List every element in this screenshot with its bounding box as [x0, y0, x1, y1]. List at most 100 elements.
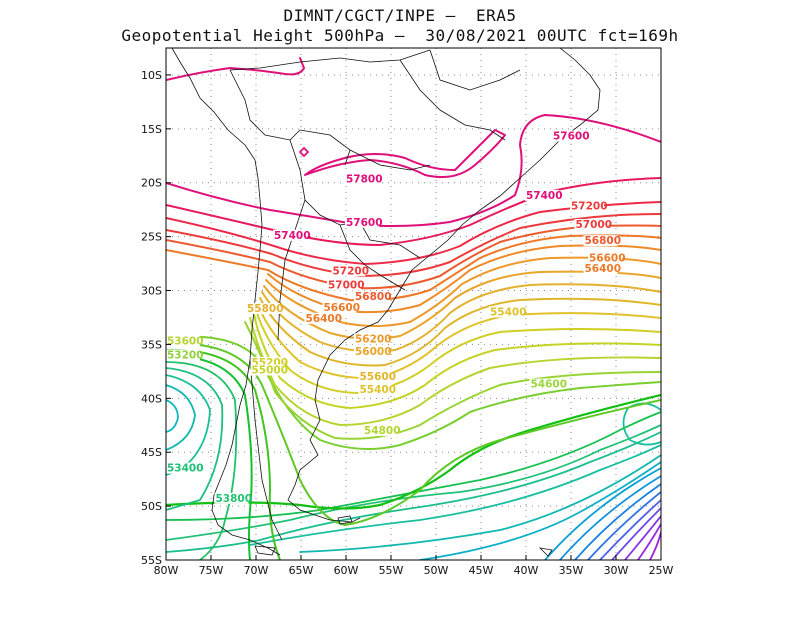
contour-label-bg [250, 364, 285, 376]
contour-low [166, 384, 196, 451]
contour-orange [166, 234, 661, 302]
border [229, 69, 351, 166]
contour-pink-small [299, 147, 309, 157]
contour-purple [624, 515, 661, 560]
contour-label: 53800 [216, 493, 253, 505]
contour-label: 56800 [585, 235, 622, 247]
contour-cyan [419, 461, 661, 560]
contour-lime [166, 342, 661, 526]
border [249, 359, 283, 541]
height-contours [166, 57, 661, 560]
lat-tick-label: 10S [141, 69, 162, 82]
contour-label-bg [358, 383, 393, 395]
contour-label-bg [354, 333, 388, 345]
island [337, 515, 353, 525]
contour-pink [166, 114, 661, 227]
island [254, 545, 276, 556]
lon-tick-label: 70W [244, 564, 269, 577]
contour-label: 56600 [324, 302, 361, 314]
island [538, 547, 553, 557]
contour-yellow [259, 297, 661, 367]
contour-pink-closed [304, 129, 506, 178]
contour-label: 57600 [346, 217, 383, 229]
contour-yellow [257, 304, 661, 380]
contour-label: 55400 [360, 384, 397, 396]
map-grid [166, 48, 661, 560]
contour-label-bg [354, 346, 388, 358]
contour-label: 56400 [585, 263, 622, 275]
contour-low-center [166, 399, 179, 433]
contour-label: 53400 [167, 463, 204, 475]
lon-tick-label: 55W [379, 564, 404, 577]
lon-tick-label: 65W [289, 564, 314, 577]
lat-tick-label: 30S [141, 285, 162, 298]
contour-label: 55600 [360, 371, 397, 383]
contour-label-bg [525, 189, 559, 201]
contour-label: 54800 [364, 425, 401, 437]
coastline-east [287, 48, 601, 523]
lon-tick-label: 40W [514, 564, 539, 577]
contour-pink [166, 177, 661, 246]
contour-label: 57400 [274, 230, 311, 242]
lon-tick-label: 60W [334, 564, 359, 577]
contour-labels: 5760057800576005740057400572005700056800… [166, 130, 626, 505]
border [349, 149, 431, 171]
title-line-1: DIMNT/CGCT/INPE – ERA5 [283, 6, 517, 25]
contour-label-bg [583, 235, 618, 247]
contour-purple [637, 523, 661, 560]
contour-low [166, 348, 281, 560]
contour-label: 55000 [252, 365, 289, 377]
contour-label-bg [166, 349, 200, 361]
contour-low [166, 374, 211, 476]
contour-label: 56000 [355, 346, 392, 358]
contour-label-bg [583, 263, 618, 275]
contour-lime [244, 321, 661, 440]
lon-tick-label: 45W [469, 564, 494, 577]
contour-label: 57600 [553, 131, 590, 143]
border [339, 224, 406, 291]
contour-label: 57200 [571, 201, 608, 213]
contour-green [166, 424, 661, 541]
contour-label: 56600 [589, 252, 626, 264]
contour-label: 53600 [167, 335, 204, 347]
contour-orange [263, 270, 661, 340]
axis-ticks: 80W 75W 70W 65W 60W 55W 50W 45W 40W 35W 30W 25W 10S 1… [141, 69, 674, 577]
lon-tick-label: 80W [154, 564, 179, 577]
contour-purple [649, 531, 661, 560]
lat-tick-label: 15S [141, 123, 162, 136]
contour-teal [249, 444, 661, 546]
contour-label-bg [363, 424, 397, 436]
contour-label-bg [489, 306, 523, 318]
contour-label-bg [250, 356, 285, 368]
contour-pink-top [166, 57, 305, 81]
contour-red [166, 213, 661, 277]
contour-label-bg [358, 370, 393, 382]
lon-tick-label: 30W [604, 564, 629, 577]
contour-teal [166, 431, 661, 553]
contour-lime [249, 317, 661, 426]
lon-tick-label: 25W [649, 564, 674, 577]
contour-blue [599, 499, 661, 560]
lat-tick-label: 20S [141, 177, 162, 190]
contour-label-bg [166, 462, 200, 474]
contour-cyan [544, 467, 661, 560]
contour-label-bg [331, 265, 366, 277]
lat-tick-label: 40S [141, 392, 162, 405]
contour-green [166, 411, 661, 521]
plot-frame [165, 47, 662, 561]
contour-label-bg [574, 219, 609, 231]
lat-tick-label: 45S [141, 446, 162, 459]
contour-label-bg [327, 279, 361, 291]
contour-low [166, 361, 238, 560]
contour-label: 53200 [167, 349, 204, 361]
border [399, 59, 506, 141]
contour-blue [587, 491, 661, 560]
contour-low [166, 367, 224, 511]
contour-red [166, 201, 661, 265]
contour-label-bg [345, 173, 379, 185]
contour-label-bg [273, 229, 307, 241]
contour-label-bg [345, 216, 379, 228]
contour-label-bg [529, 378, 564, 390]
contour-label-bg [166, 335, 200, 347]
